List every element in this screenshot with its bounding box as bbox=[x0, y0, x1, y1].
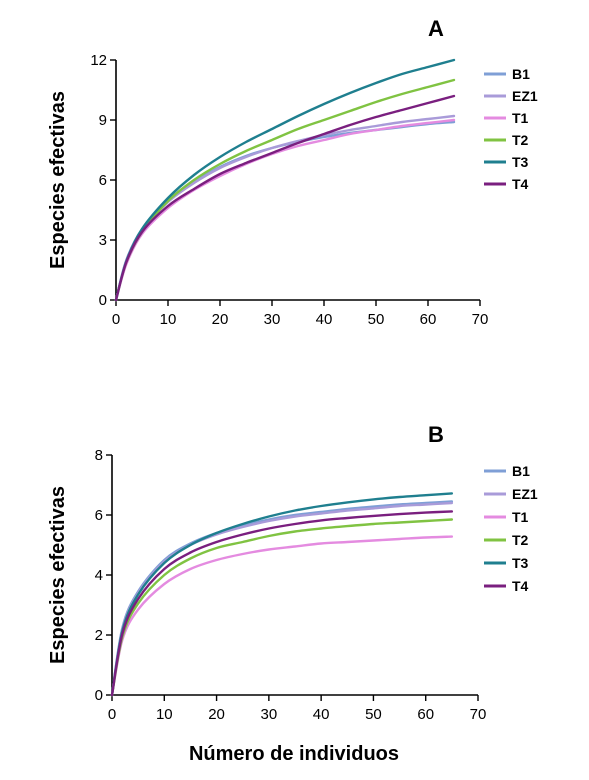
panel-b-series-ez1-line bbox=[110, 501, 454, 697]
panel-a-legend-label-t2: T2 bbox=[512, 132, 529, 148]
panel-b-chart: B Especies efectivas 0 10 20 30 40 50 60 70 0 2 4… bbox=[47, 422, 538, 765]
panel-a-legend-label-ez1: EZ1 bbox=[512, 88, 538, 104]
panel-b-legend-label-t1: T1 bbox=[512, 509, 529, 525]
panel-b-x-tick-label: 10 bbox=[156, 706, 173, 723]
panel-b-legend-label-t2: T2 bbox=[512, 532, 529, 548]
panel-a-series-t3-line bbox=[114, 58, 456, 302]
panel-b-legend: B1 EZ1 T1 T2 T3 T4 bbox=[484, 463, 538, 594]
panel-b-x-tick-label: 50 bbox=[365, 706, 382, 723]
panel-b-x-ticks: 0 10 20 30 40 50 60 70 bbox=[108, 695, 487, 723]
panel-a-legend-label-t1: T1 bbox=[512, 110, 529, 126]
panel-b-legend-label-t3: T3 bbox=[512, 555, 529, 571]
panel-b-y-tick-label: 8 bbox=[95, 447, 103, 464]
panel-a-ylabel: Especies efectivas bbox=[47, 91, 69, 269]
panel-a-x-tick-label: 50 bbox=[368, 311, 385, 328]
panel-a-x-tick-label: 40 bbox=[316, 311, 333, 328]
panel-b-y-tick-label: 6 bbox=[95, 507, 103, 524]
panel-b-x-tick-label: 30 bbox=[261, 706, 278, 723]
panel-b-x-tick-label: 0 bbox=[108, 706, 116, 723]
panel-a-y-tick-label: 12 bbox=[90, 52, 107, 69]
panel-b-series-t2-line bbox=[110, 518, 454, 697]
panel-b-x-tick-label: 40 bbox=[313, 706, 330, 723]
panel-a-legend-label-t4: T4 bbox=[512, 176, 529, 192]
panel-b-y-tick-label: 4 bbox=[95, 567, 103, 584]
panel-a-x-tick-label: 10 bbox=[160, 311, 177, 328]
panel-a-x-tick-label: 0 bbox=[112, 311, 120, 328]
panel-b-series-t1-line bbox=[110, 535, 454, 697]
panel-a-legend-label-t3: T3 bbox=[512, 154, 529, 170]
panel-a-chart: A Especies efectivas 0 10 20 30 40 50 60 70 0 3 6… bbox=[47, 16, 538, 328]
panel-b-x-tick-label: 60 bbox=[417, 706, 434, 723]
panel-b-series-t4-line bbox=[110, 510, 454, 697]
panel-b-y-tick-label: 0 bbox=[95, 687, 103, 704]
panel-b-letter: B bbox=[428, 422, 444, 447]
panel-a-x-tick-label: 60 bbox=[420, 311, 437, 328]
panel-b-series-t3-line bbox=[110, 492, 454, 697]
panel-b-x-tick-label: 70 bbox=[470, 706, 487, 723]
panel-a-y-tick-label: 0 bbox=[99, 292, 107, 309]
panel-a-y-tick-label: 3 bbox=[99, 232, 107, 249]
panel-a-y-ticks: 0 3 6 9 12 bbox=[90, 52, 116, 309]
panel-a-y-tick-label: 9 bbox=[99, 112, 107, 129]
panel-b-xlabel: Número de individuos bbox=[189, 743, 399, 765]
panel-a-x-tick-label: 30 bbox=[264, 311, 281, 328]
panel-b-legend-label-ez1: EZ1 bbox=[512, 486, 538, 502]
panel-b-x-tick-label: 20 bbox=[208, 706, 225, 723]
panel-a-legend-label-b1: B1 bbox=[512, 66, 530, 82]
panel-b-y-tick-label: 2 bbox=[95, 627, 103, 644]
panel-b-series-b1-line bbox=[110, 500, 454, 697]
panel-b-ylabel: Especies efectivas bbox=[47, 486, 69, 664]
panel-a-x-tick-label: 70 bbox=[472, 311, 489, 328]
panel-a-x-ticks: 0 10 20 30 40 50 60 70 bbox=[112, 300, 489, 328]
panel-b-y-ticks: 0 2 4 6 8 bbox=[95, 447, 112, 704]
panel-a-legend: B1 EZ1 T1 T2 T3 T4 bbox=[484, 66, 538, 192]
panel-a-series-t4-line bbox=[114, 94, 456, 302]
panel-a-letter: A bbox=[428, 16, 444, 41]
panel-b-legend-label-t4: T4 bbox=[512, 578, 529, 594]
panel-b-legend-label-b1: B1 bbox=[512, 463, 530, 479]
panel-a-y-tick-label: 6 bbox=[99, 172, 107, 189]
panel-a-series-lines bbox=[114, 58, 456, 302]
panel-b-series-lines bbox=[110, 492, 454, 697]
panel-a-series-t2-line bbox=[114, 78, 456, 302]
panel-a-x-tick-label: 20 bbox=[212, 311, 229, 328]
